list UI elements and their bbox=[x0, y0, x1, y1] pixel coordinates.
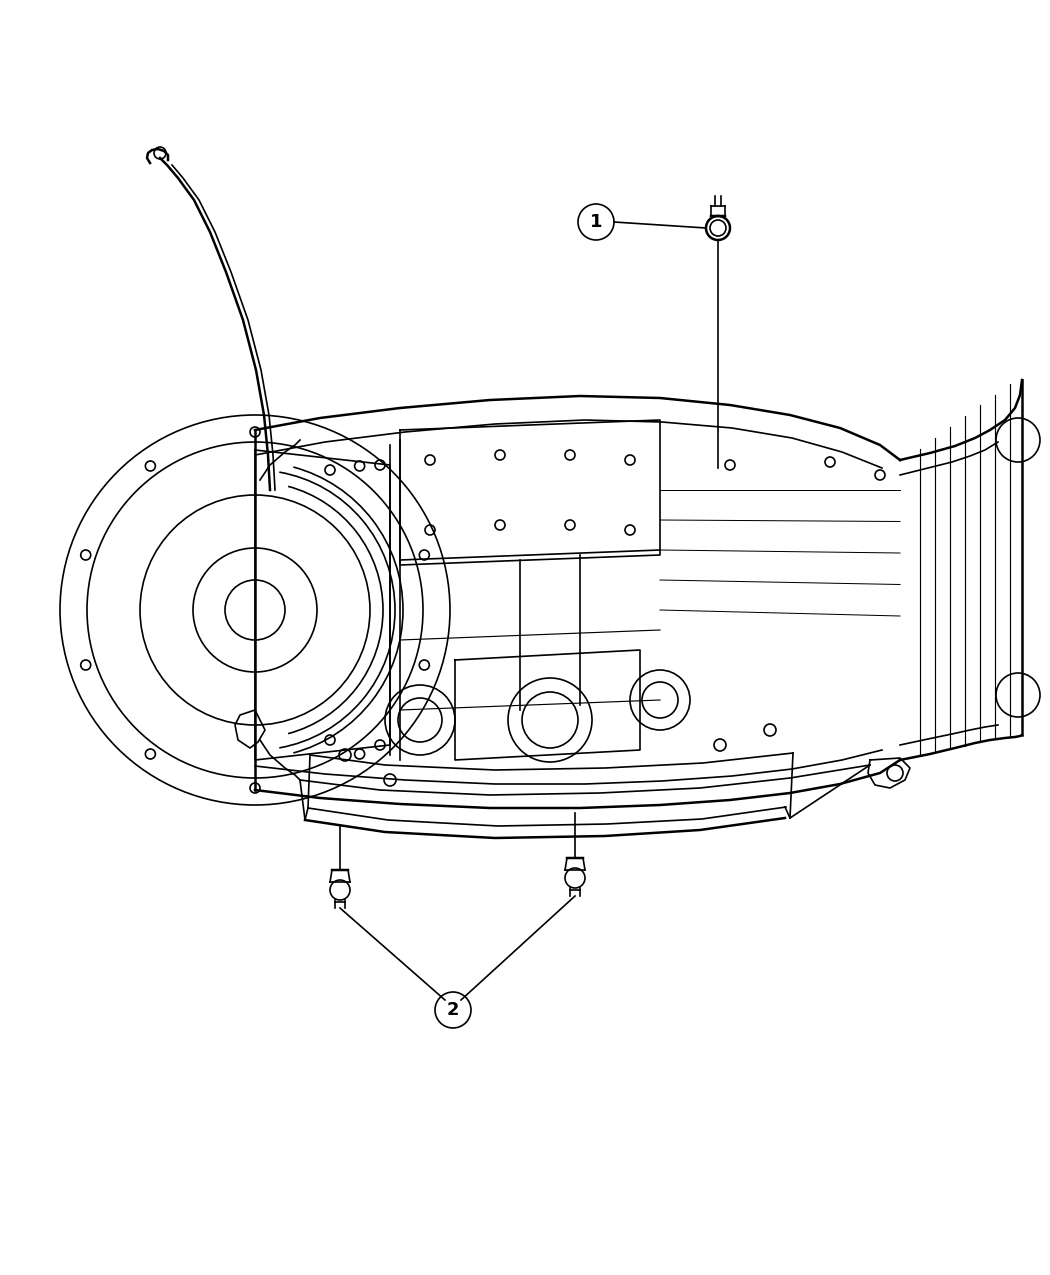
Text: 2: 2 bbox=[446, 1001, 459, 1019]
Text: 1: 1 bbox=[590, 213, 603, 231]
Circle shape bbox=[578, 204, 614, 240]
Circle shape bbox=[435, 992, 471, 1028]
